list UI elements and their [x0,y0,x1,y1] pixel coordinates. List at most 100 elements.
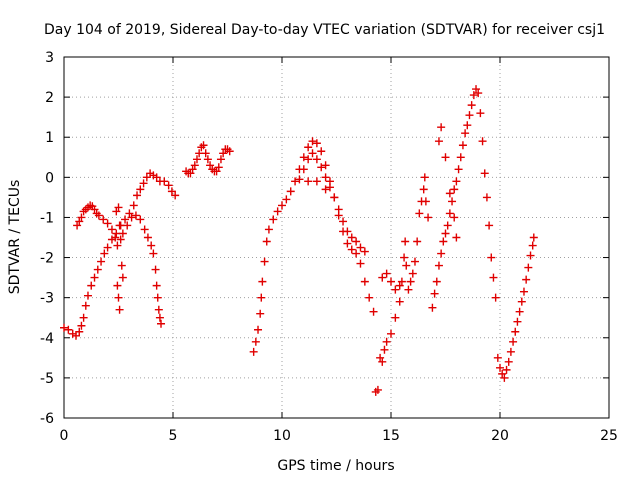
data-point [214,163,223,172]
data-point [114,293,123,302]
axis-ticks: 0 5 10 15 20 25 -6 -5 -4 -3 -2 -1 0 1 2 3 [40,50,618,444]
data-point [90,273,99,282]
data-point [107,225,116,234]
data-point [75,327,84,336]
data-point [347,245,356,254]
data-point [482,193,491,202]
data-point [458,141,467,150]
data-point [526,251,535,260]
data-point [308,149,317,158]
data-point [391,285,400,294]
data-point [133,191,142,200]
data-point [325,183,334,192]
data-point [151,265,160,274]
data-point [450,185,459,194]
data-point [519,287,528,296]
data-point [509,337,518,346]
data-point [254,325,263,334]
data-point [73,221,82,230]
data-point [360,247,369,256]
data-point [192,155,201,164]
plot-frame [63,56,610,419]
data-point [502,365,511,374]
data-point [93,265,102,274]
chart-title: Day 104 of 2019, Sidereal Day-to-day VTE… [44,22,605,38]
data-point [334,205,343,214]
data-point [397,277,406,286]
series [73,201,166,328]
data-point [295,175,304,184]
data-point [118,273,127,282]
data-point [432,277,441,286]
data-point [282,195,291,204]
data-point [139,179,148,188]
data-point [103,243,112,252]
data-point [504,357,513,366]
data-point [410,257,419,266]
data-point [445,189,454,198]
data-point [373,385,382,394]
data-point [257,293,266,302]
data-point [321,173,330,182]
data-point [406,277,415,286]
data-point [142,173,151,182]
data-point [402,261,411,270]
data-point [387,329,395,338]
data-point [487,253,496,262]
data-point [201,149,210,158]
data-point [299,165,308,174]
data-point [304,143,313,152]
data-point [452,177,461,186]
data-point [225,147,234,156]
data-point [424,213,433,222]
data-point [299,153,308,162]
data-point [491,293,500,302]
data-point [506,347,515,356]
data-point [125,209,134,218]
data-point [441,153,450,162]
data-point [382,269,391,278]
data-point [206,161,215,170]
data-point [113,281,122,290]
data-point [401,237,410,246]
data-point [112,207,121,216]
data-point [186,169,195,178]
data-point [352,237,361,246]
data-point [115,305,124,314]
data-point [434,261,443,270]
data-point [454,165,463,174]
data-point [87,281,96,290]
data-point [262,237,271,246]
data-point [467,101,476,110]
data-point [264,225,273,234]
data-point [117,261,126,270]
data-point [116,235,125,244]
data-point [256,309,265,318]
data-point [347,233,356,242]
series [428,85,500,312]
data-point [474,89,483,98]
data-point [489,273,498,282]
x-tick-label: 0 [60,428,69,444]
data-point [404,285,413,294]
data-point [90,205,99,214]
x-tick-label: 20 [491,428,509,444]
data-point [321,185,330,194]
data-point [308,137,317,146]
data-point [286,187,295,196]
x-tick-label: 25 [600,428,618,444]
data-point [380,345,389,354]
data-point [64,325,73,334]
data-point [456,153,465,162]
data-point [528,241,537,250]
data-point [498,369,507,378]
data-point [291,177,300,186]
data-point [147,241,156,250]
x-tick-label: 15 [382,428,400,444]
data-point [160,177,169,186]
x-tick-label: 10 [273,428,291,444]
data-point [312,139,321,148]
data-point [463,121,472,130]
data-point [445,209,454,218]
y-tick-label: -3 [40,291,54,307]
